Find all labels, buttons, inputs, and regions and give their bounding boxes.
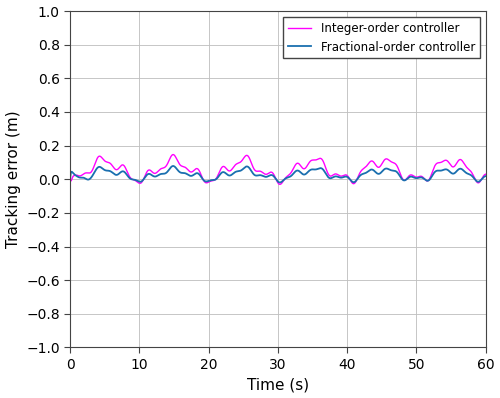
Integer-order controller [166, 158, 172, 163]
Integer-order controller [254, 169, 260, 174]
Fractional-order controller [480, 176, 486, 181]
X-axis label: Time (s): Time (s) [247, 377, 309, 392]
Fractional-order controller [164, 170, 170, 175]
Fractional-order controller [67, 177, 73, 181]
Fractional-order controller [254, 173, 260, 178]
Integer-order controller [482, 172, 488, 177]
Line: Integer-order controller: Integer-order controller [70, 154, 486, 184]
Fractional-order controller [170, 164, 176, 168]
Integer-order controller [67, 177, 73, 181]
Line: Fractional-order controller: Fractional-order controller [70, 166, 486, 182]
Integer-order controller [224, 167, 230, 172]
Fractional-order controller [166, 168, 172, 172]
Fractional-order controller [168, 165, 174, 170]
Legend: Integer-order controller, Fractional-order controller: Integer-order controller, Fractional-ord… [283, 17, 480, 58]
Integer-order controller [168, 154, 174, 159]
Fractional-order controller [482, 174, 488, 179]
Integer-order controller [170, 152, 176, 157]
Y-axis label: Tracking error (m): Tracking error (m) [6, 111, 20, 248]
Integer-order controller [277, 182, 283, 187]
Fractional-order controller [277, 180, 283, 185]
Integer-order controller [480, 175, 486, 180]
Fractional-order controller [224, 172, 230, 177]
Integer-order controller [164, 163, 170, 168]
